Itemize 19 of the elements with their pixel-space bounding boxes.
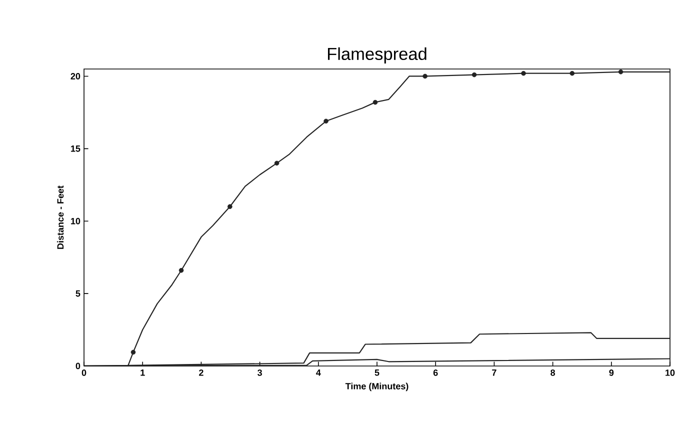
y-tick-label: 10	[71, 218, 80, 224]
chart-title: Flamespread	[328, 47, 426, 64]
y-tick-label: 0	[76, 362, 80, 370]
x-tick-label: 7	[492, 370, 496, 376]
x-tick-label: 5	[374, 370, 380, 376]
x-tick-label: 2	[199, 370, 204, 376]
x-tick-label: 10	[666, 370, 675, 376]
y-tick-label: 20	[70, 73, 80, 80]
x-tick-label: 1	[140, 370, 145, 376]
y-axis-title: Distance - Feet	[56, 186, 64, 249]
x-tick-label: 4	[316, 370, 321, 376]
y-tick-label: 15	[71, 146, 80, 152]
x-tick-label: 6	[433, 370, 438, 376]
y-tick-label: 5	[76, 290, 80, 297]
x-tick-label: 0	[82, 370, 86, 376]
x-axis-title: Time (Minutes)	[345, 382, 408, 392]
x-tick-label: 3	[258, 370, 262, 376]
x-tick-label: 9	[609, 370, 614, 376]
x-tick-label: 8	[550, 370, 556, 376]
